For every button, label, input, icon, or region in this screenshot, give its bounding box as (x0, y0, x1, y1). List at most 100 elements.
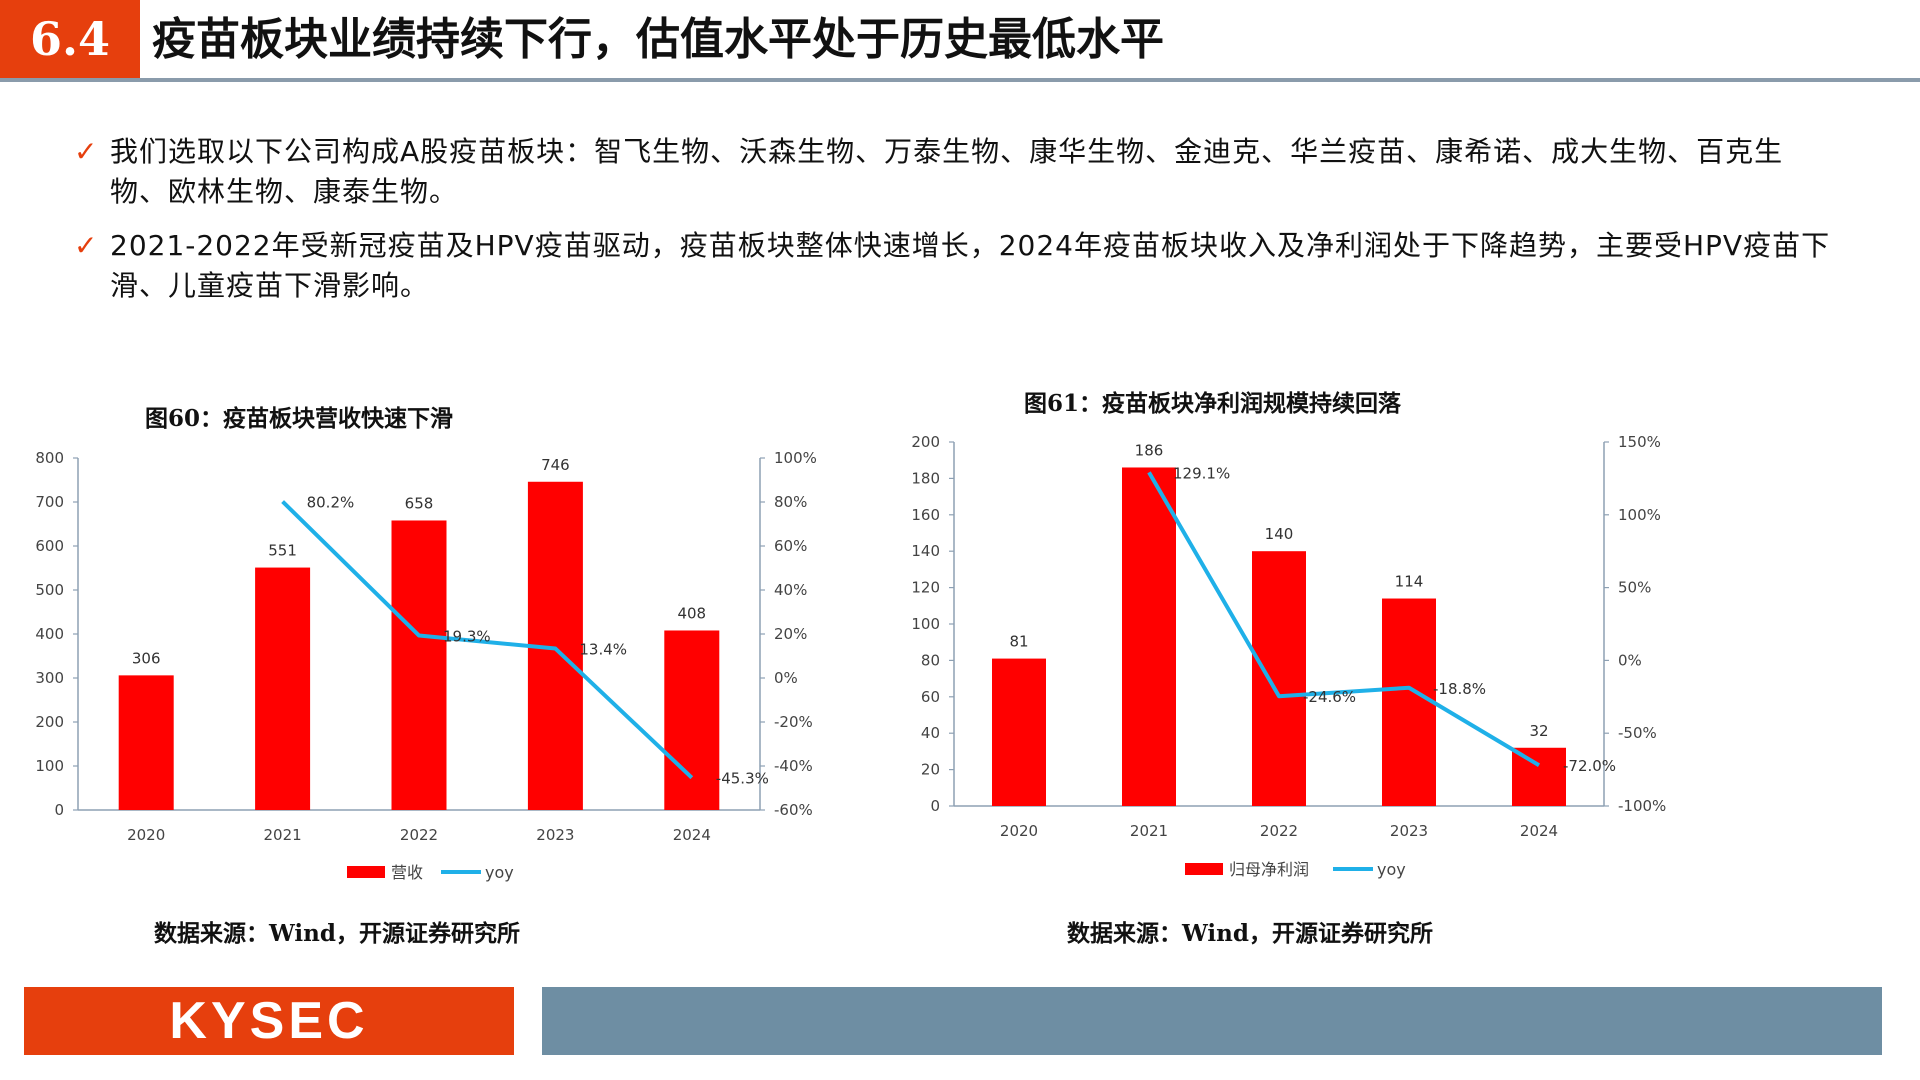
right-tick-label: -100% (1618, 797, 1666, 815)
right-tick-label: -50% (1618, 724, 1657, 742)
left-tick-label: 20 (921, 761, 940, 779)
x-tick-label: 2023 (1390, 822, 1428, 840)
chart-title-revenue: 图60：疫苗板块营收快速下滑 (145, 405, 454, 432)
section-number: 6.4 (0, 0, 140, 78)
legend-bar-label: 营收 (391, 863, 423, 882)
left-tick-label: 700 (35, 493, 64, 511)
left-tick-label: 140 (911, 542, 940, 560)
right-tick-label: 40% (774, 581, 807, 599)
yoy-value-label: -72.0% (1563, 757, 1616, 775)
right-tick-label: 0% (774, 669, 798, 687)
right-tick-label: 0% (1618, 651, 1642, 669)
footer-bar (542, 987, 1882, 1055)
bar (1252, 551, 1306, 806)
right-tick-label: -20% (774, 713, 813, 731)
x-tick-label: 2023 (536, 826, 574, 844)
brand-logo: KYSEC (24, 987, 514, 1055)
x-tick-label: 2020 (127, 826, 165, 844)
header-divider (0, 78, 1920, 82)
yoy-line (281, 500, 694, 780)
bullet-list: ✓ 我们选取以下公司构成A股疫苗板块：智飞生物、沃森生物、万泰生物、康华生物、金… (74, 132, 1834, 320)
checkmark-icon: ✓ (74, 135, 99, 168)
bar (118, 675, 174, 810)
bar (391, 520, 447, 810)
right-tick-label: 80% (774, 493, 807, 511)
right-tick-label: 100% (1618, 506, 1661, 524)
yoy-value-label: 13.4% (579, 641, 627, 659)
x-tick-label: 2021 (264, 826, 302, 844)
right-tick-label: -40% (774, 757, 813, 775)
left-tick-label: 200 (35, 713, 64, 731)
revenue-chart: 0 100 200 300 400 500 600 700 800 -60% -40% -20% 0% 2… (35, 449, 817, 882)
bar-value-label: 746 (541, 456, 570, 474)
yoy-value-label: -24.6% (1303, 688, 1356, 706)
right-tick-label: 100% (774, 449, 817, 467)
bullet-text: 2021-2022年受新冠疫苗及HPV疫苗驱动，疫苗板块整体快速增长，2024年… (110, 229, 1831, 302)
left-tick-label: 60 (921, 688, 940, 706)
net-profit-chart: 0 20 40 60 80 100 120 140 160 180 200 -100% -50% 0% 50… (911, 433, 1666, 879)
left-tick-label: 40 (921, 724, 940, 742)
source-note-profit: 数据来源：Wind，开源证券研究所 (1067, 920, 1433, 947)
left-tick-label: 600 (35, 537, 64, 555)
left-tick-label: 300 (35, 669, 64, 687)
bar-value-label: 408 (677, 604, 706, 622)
bar-value-label: 186 (1135, 441, 1164, 459)
left-tick-label: 0 (930, 797, 940, 815)
x-tick-label: 2022 (400, 826, 438, 844)
left-tick-label: 800 (35, 449, 64, 467)
left-tick-label: 80 (921, 651, 940, 669)
left-tick-label: 180 (911, 469, 940, 487)
left-tick-label: 500 (35, 581, 64, 599)
legend-bar-label: 归母净利润 (1229, 860, 1309, 879)
right-tick-label: 60% (774, 537, 807, 555)
right-tick-label: 50% (1618, 579, 1651, 597)
slide-header: 6.4 疫苗板块业绩持续下行，估值水平处于历史最低水平 (0, 0, 1920, 82)
page-title: 疫苗板块业绩持续下行，估值水平处于历史最低水平 (152, 14, 1164, 65)
right-tick-label: 20% (774, 625, 807, 643)
source-note-revenue: 数据来源：Wind，开源证券研究所 (154, 920, 520, 947)
bar-value-label: 114 (1395, 573, 1424, 591)
bullet-text: 我们选取以下公司构成A股疫苗板块：智飞生物、沃森生物、万泰生物、康华生物、金迪克… (110, 135, 1784, 208)
yoy-value-label: 19.3% (443, 628, 491, 646)
bar (664, 630, 720, 810)
chart-title-profit: 图61：疫苗板块净利润规模持续回落 (1024, 390, 1402, 417)
left-tick-label: 120 (911, 579, 940, 597)
left-tick-label: 200 (911, 433, 940, 451)
yoy-value-label: 129.1% (1173, 464, 1230, 482)
x-tick-label: 2024 (673, 826, 711, 844)
bullet-item: ✓ 2021-2022年受新冠疫苗及HPV疫苗驱动，疫苗板块整体快速增长，202… (74, 226, 1834, 306)
x-tick-label: 2024 (1520, 822, 1558, 840)
bar-value-label: 81 (1009, 633, 1028, 651)
x-tick-label: 2021 (1130, 822, 1168, 840)
bar (255, 567, 311, 810)
yoy-value-label: 80.2% (307, 494, 355, 512)
bullet-item: ✓ 我们选取以下公司构成A股疫苗板块：智飞生物、沃森生物、万泰生物、康华生物、金… (74, 132, 1834, 212)
bar (1382, 598, 1436, 806)
legend-line-label: yoy (1377, 860, 1406, 879)
left-tick-label: 100 (35, 757, 64, 775)
right-tick-label: 150% (1618, 433, 1661, 451)
bar-value-label: 306 (132, 649, 161, 667)
yoy-value-label: -18.8% (1433, 680, 1486, 698)
bar (1122, 467, 1176, 806)
bar-value-label: 551 (268, 542, 297, 560)
left-tick-label: 100 (911, 615, 940, 633)
yoy-value-label: -45.3% (716, 770, 769, 788)
right-tick-label: -60% (774, 801, 813, 819)
bar-value-label: 32 (1529, 722, 1548, 740)
bar (992, 658, 1046, 806)
bar-value-label: 658 (405, 494, 434, 512)
left-tick-label: 400 (35, 625, 64, 643)
yoy-line (1147, 471, 1541, 767)
legend-line-label: yoy (485, 863, 514, 882)
x-tick-label: 2022 (1260, 822, 1298, 840)
legend-bar-swatch (1185, 863, 1223, 875)
left-tick-label: 0 (54, 801, 64, 819)
bar (1512, 747, 1566, 806)
x-tick-label: 2020 (1000, 822, 1038, 840)
brand-text: KYSEC (169, 992, 369, 1050)
checkmark-icon: ✓ (74, 229, 99, 262)
left-tick-label: 160 (911, 506, 940, 524)
legend-bar-swatch (347, 866, 385, 878)
bar-value-label: 140 (1265, 525, 1294, 543)
